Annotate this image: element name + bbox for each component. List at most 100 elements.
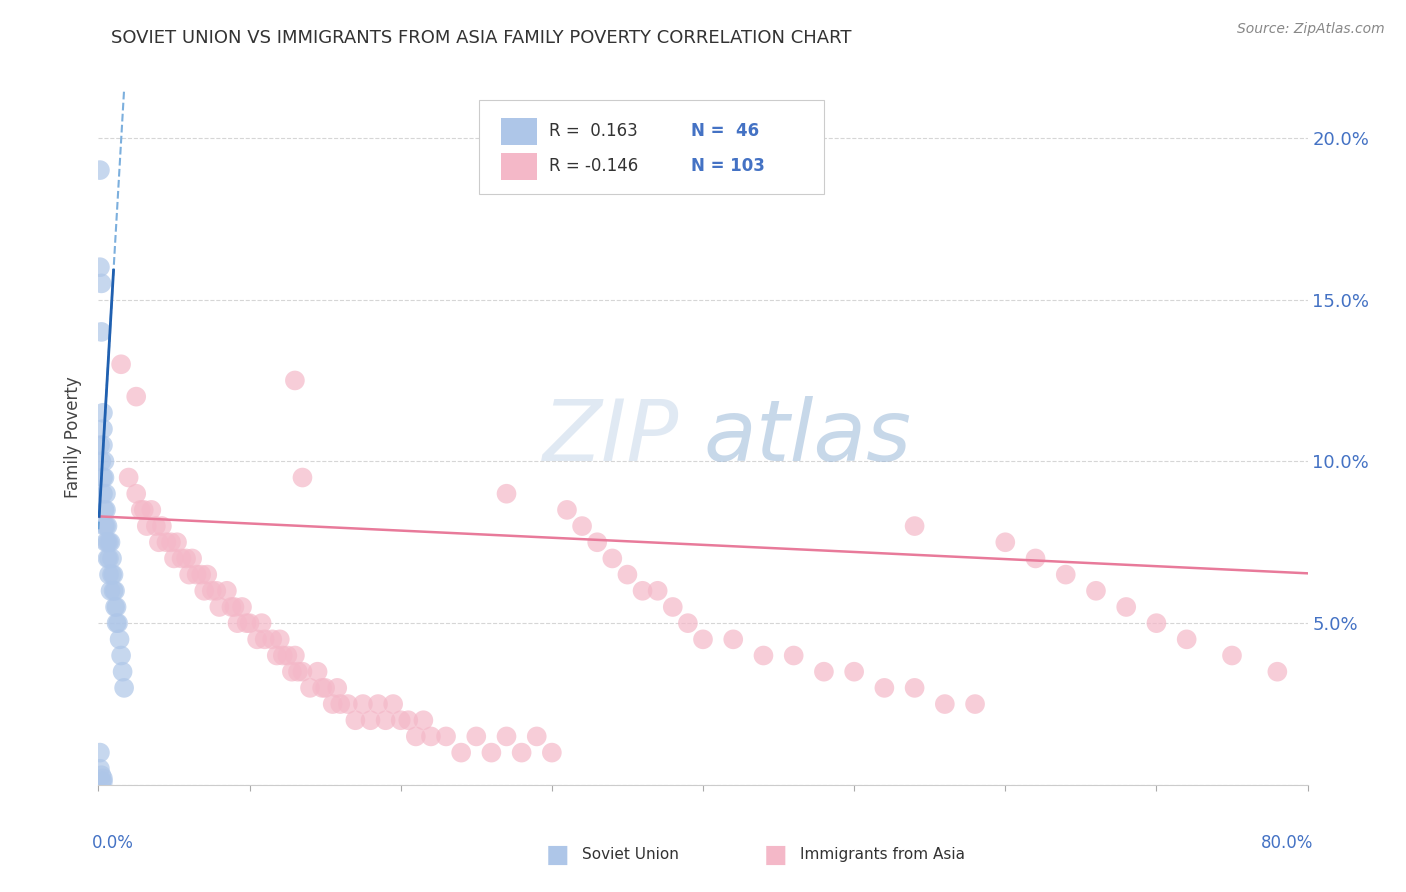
Text: Soviet Union: Soviet Union [582,847,679,862]
Point [965,697,987,711]
Point [91,774,114,789]
Y-axis label: Family Poverty: Family Poverty [65,376,83,498]
Bar [501,153,537,179]
Point [1220,648,1243,663]
Point [873,681,896,695]
Point [94,503,117,517]
Point [344,713,367,727]
Point [105,616,128,631]
Point [420,730,443,744]
FancyBboxPatch shape [479,100,824,194]
Point [326,681,349,695]
Point [329,697,352,711]
Point [93,454,115,468]
Point [631,583,654,598]
Point [307,665,329,679]
Point [145,519,167,533]
Point [322,697,344,711]
Point [239,616,262,631]
Point [89,163,111,178]
Point [253,632,276,647]
Point [495,730,517,744]
Point [104,599,127,614]
Text: ZIP: ZIP [543,395,679,479]
Point [226,616,249,631]
Point [287,665,309,679]
Text: N = 103: N = 103 [690,157,765,175]
Point [647,583,669,598]
Point [112,681,135,695]
Point [91,438,114,452]
Point [90,325,112,339]
Point [91,772,114,786]
Point [160,535,183,549]
Point [481,746,503,760]
Point [89,762,111,776]
Text: 80.0%: 80.0% [1261,834,1313,852]
Point [103,567,125,582]
Point [91,406,114,420]
Point [276,648,298,663]
Point [360,713,382,727]
Point [434,730,457,744]
Point [208,599,231,614]
Point [94,535,117,549]
Point [110,357,132,371]
Point [405,730,427,744]
Point [352,697,374,711]
Point [692,632,714,647]
Point [299,681,322,695]
Point [250,616,273,631]
Point [135,519,157,533]
Point [616,567,638,582]
Point [510,746,533,760]
Text: R =  0.163: R = 0.163 [550,122,638,140]
Point [723,632,745,647]
Point [526,730,548,744]
Point [98,535,121,549]
Point [450,746,472,760]
Point [291,470,314,484]
Point [93,470,115,484]
Point [752,648,775,663]
Point [495,486,517,500]
Point [195,567,218,582]
Point [904,519,927,533]
Point [186,567,208,582]
Point [132,503,155,517]
Point [396,713,419,727]
Point [284,648,307,663]
Text: R = -0.146: R = -0.146 [550,157,638,175]
Point [1144,616,1167,631]
Point [205,583,228,598]
Point [96,551,118,566]
Point [269,632,291,647]
Point [89,260,111,275]
Point [994,535,1017,549]
Point [224,599,246,614]
Point [94,486,117,500]
Bar [501,119,537,145]
Point [101,551,124,566]
Point [166,535,188,549]
Point [111,665,134,679]
Point [98,567,121,582]
Point [314,681,336,695]
Text: ■: ■ [763,843,787,866]
Point [89,746,111,760]
Point [105,599,128,614]
Text: SOVIET UNION VS IMMIGRANTS FROM ASIA FAMILY POVERTY CORRELATION CHART: SOVIET UNION VS IMMIGRANTS FROM ASIA FAM… [111,29,851,47]
Point [291,665,314,679]
Point [107,616,129,631]
Point [246,632,269,647]
Point [676,616,699,631]
Point [118,470,141,484]
Text: 0.0%: 0.0% [93,834,134,852]
Text: Immigrants from Asia: Immigrants from Asia [800,847,965,862]
Point [100,583,122,598]
Point [661,599,683,614]
Point [93,519,115,533]
Point [284,374,307,388]
Point [141,503,163,517]
Point [281,665,304,679]
